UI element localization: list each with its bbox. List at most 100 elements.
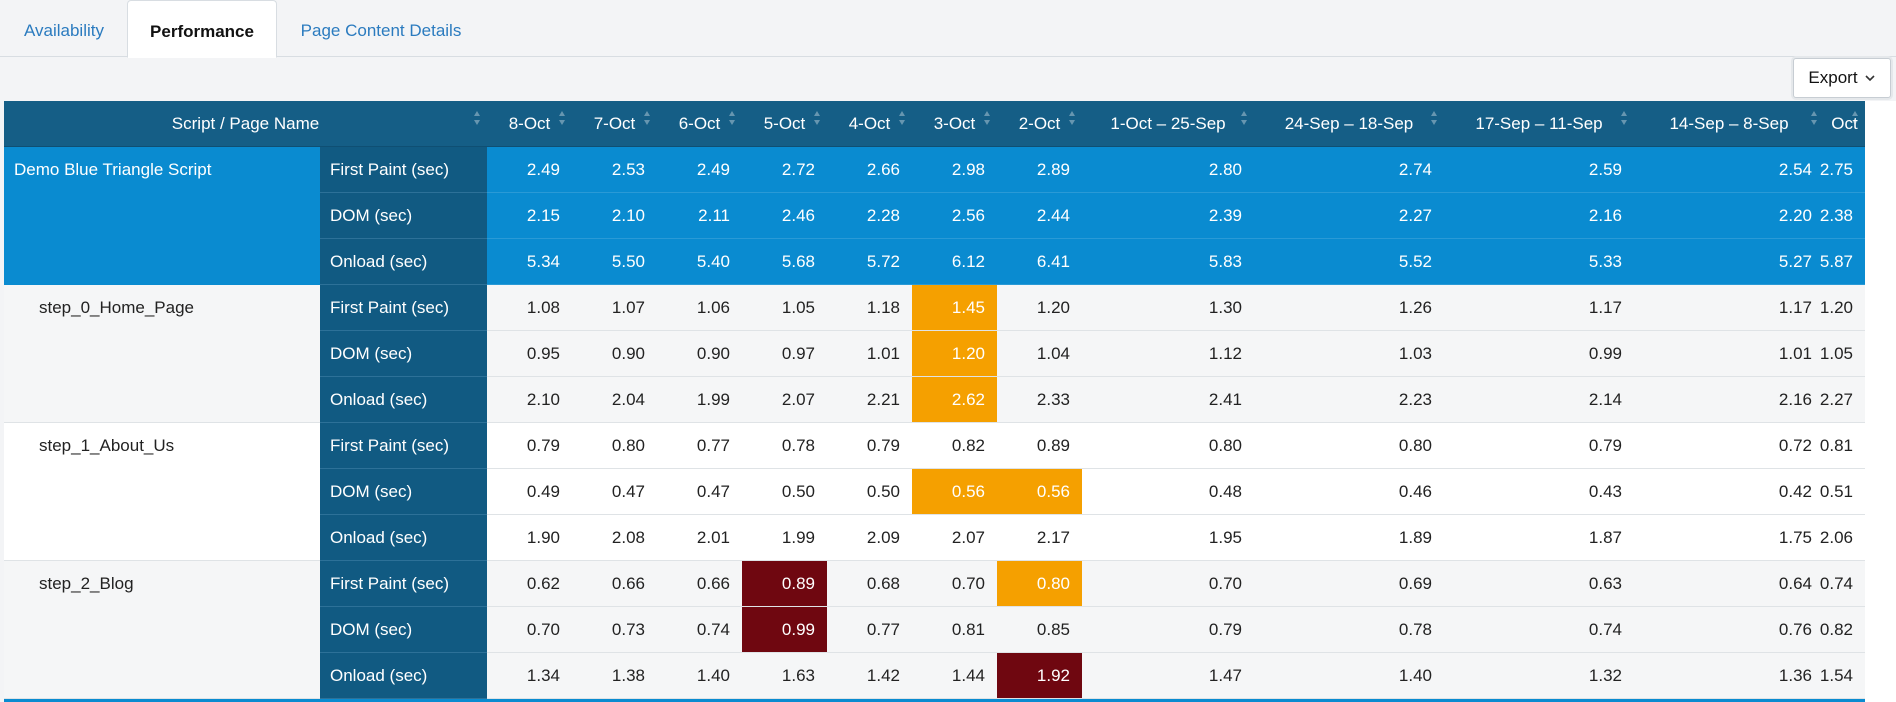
table-cell: 1.99 <box>742 515 827 561</box>
sort-icon[interactable] <box>1431 111 1438 125</box>
table-cell: 0.90 <box>657 331 742 377</box>
table-cell: 0.50 <box>742 469 827 515</box>
column-header[interactable]: 6-Oct <box>657 101 742 147</box>
column-header[interactable]: 17-Sep – 11-Sep <box>1444 101 1634 147</box>
table-cell: 5.68 <box>742 239 827 285</box>
table-cell: 2.59 <box>1444 147 1634 193</box>
sort-icon[interactable] <box>474 111 481 125</box>
sort-icon[interactable] <box>984 111 991 125</box>
table-cell: 2.07 <box>742 377 827 423</box>
table-cell: 2.44 <box>997 193 1082 239</box>
table-cell: 2.16 <box>1634 377 1824 423</box>
table-cell: 0.56 <box>912 469 997 515</box>
table-cell: 0.66 <box>572 561 657 607</box>
table-cell: 1.45 <box>912 285 997 331</box>
table-cell: 1.01 <box>827 331 912 377</box>
table-cell: 1.06 <box>657 285 742 331</box>
metric-label: First Paint (sec) <box>320 147 487 193</box>
table-cell: 2.04 <box>572 377 657 423</box>
sort-icon[interactable] <box>1621 111 1628 125</box>
table-cell: 2.07 <box>912 515 997 561</box>
toolbar: Export <box>0 57 1896 101</box>
table-cell: 1.05 <box>742 285 827 331</box>
table-cell: 0.99 <box>742 607 827 653</box>
tab-page-content-details[interactable]: Page Content Details <box>300 21 462 40</box>
column-header[interactable]: 24-Sep – 18-Sep <box>1254 101 1444 147</box>
table-cell: 2.54 <box>1634 147 1824 193</box>
script-name-cell: Demo Blue Triangle Script <box>4 147 320 285</box>
table-cell: 2.75 <box>1820 147 1865 193</box>
table-cell: 2.28 <box>827 193 912 239</box>
table-cell: 0.90 <box>572 331 657 377</box>
column-header[interactable]: Oct <box>1824 101 1865 147</box>
table-cell: 2.06 <box>1820 515 1865 561</box>
metric-label: DOM (sec) <box>320 469 487 515</box>
sort-icon[interactable] <box>899 111 906 125</box>
column-header[interactable]: 7-Oct <box>572 101 657 147</box>
column-header[interactable]: 8-Oct <box>487 101 572 147</box>
table-cell: 0.48 <box>1082 469 1254 515</box>
sort-icon[interactable] <box>1069 111 1076 125</box>
table-cell: 0.77 <box>657 423 742 469</box>
sort-icon[interactable] <box>729 111 736 125</box>
table-cell: 2.72 <box>742 147 827 193</box>
table-cell: 0.80 <box>1082 423 1254 469</box>
sort-icon[interactable] <box>814 111 821 125</box>
column-header-script-page-name[interactable]: Script / Page Name <box>4 101 487 147</box>
table-cell: 2.14 <box>1444 377 1634 423</box>
table-cell: 0.49 <box>487 469 572 515</box>
column-header[interactable]: 1-Oct – 25-Sep <box>1082 101 1254 147</box>
tab-performance[interactable]: Performance <box>127 0 277 58</box>
table-cell: 1.01 <box>1634 331 1824 377</box>
table-cell: 1.05 <box>1820 331 1865 377</box>
tab-availability[interactable]: Availability <box>23 21 104 40</box>
export-label: Export <box>1808 68 1858 87</box>
table-cell: 1.20 <box>1820 285 1865 331</box>
table-cell: 1.87 <box>1444 515 1634 561</box>
metric-label: First Paint (sec) <box>320 423 487 469</box>
table-cell: 5.40 <box>657 239 742 285</box>
table-cell: 2.10 <box>487 377 572 423</box>
export-button[interactable]: Export <box>1793 58 1891 98</box>
table-cell: 2.56 <box>912 193 997 239</box>
table-cell: 1.32 <box>1444 653 1634 699</box>
column-header[interactable]: 2-Oct <box>997 101 1082 147</box>
table-cell: 1.75 <box>1634 515 1824 561</box>
table-cell: 2.21 <box>827 377 912 423</box>
table-cell: 1.36 <box>1634 653 1824 699</box>
column-header[interactable]: 14-Sep – 8-Sep <box>1634 101 1824 147</box>
table-cell: 0.77 <box>827 607 912 653</box>
table-cell: 2.38 <box>1820 193 1865 239</box>
table-cell: 0.81 <box>1820 423 1865 469</box>
metric-label: DOM (sec) <box>320 331 487 377</box>
table-cell: 1.20 <box>912 331 997 377</box>
table-cell: 0.76 <box>1634 607 1824 653</box>
metric-label: First Paint (sec) <box>320 285 487 331</box>
metric-label: Onload (sec) <box>320 515 487 561</box>
table-cell: 0.46 <box>1254 469 1444 515</box>
column-header[interactable]: 4-Oct <box>827 101 912 147</box>
sort-icon[interactable] <box>1811 111 1818 125</box>
sort-icon[interactable] <box>1852 111 1859 125</box>
table-cell: 5.72 <box>827 239 912 285</box>
table-cell: 1.90 <box>487 515 572 561</box>
table-cell: 0.82 <box>912 423 997 469</box>
sort-icon[interactable] <box>559 111 566 125</box>
table-cell: 0.89 <box>742 561 827 607</box>
table-cell: 0.70 <box>912 561 997 607</box>
column-header[interactable]: 5-Oct <box>742 101 827 147</box>
table-cell: 2.53 <box>572 147 657 193</box>
column-header[interactable]: 3-Oct <box>912 101 997 147</box>
table-bottom-border <box>4 699 1865 702</box>
sort-icon[interactable] <box>644 111 651 125</box>
table-cell: 1.18 <box>827 285 912 331</box>
table-cell: 2.16 <box>1444 193 1634 239</box>
table-cell: 2.08 <box>572 515 657 561</box>
metric-label: DOM (sec) <box>320 193 487 239</box>
sort-icon[interactable] <box>1241 111 1248 125</box>
table-cell: 5.33 <box>1444 239 1634 285</box>
table-cell: 2.49 <box>657 147 742 193</box>
column-header-label: 8-Oct <box>508 113 551 133</box>
table-cell: 0.74 <box>1444 607 1634 653</box>
table-cell: 2.80 <box>1082 147 1254 193</box>
